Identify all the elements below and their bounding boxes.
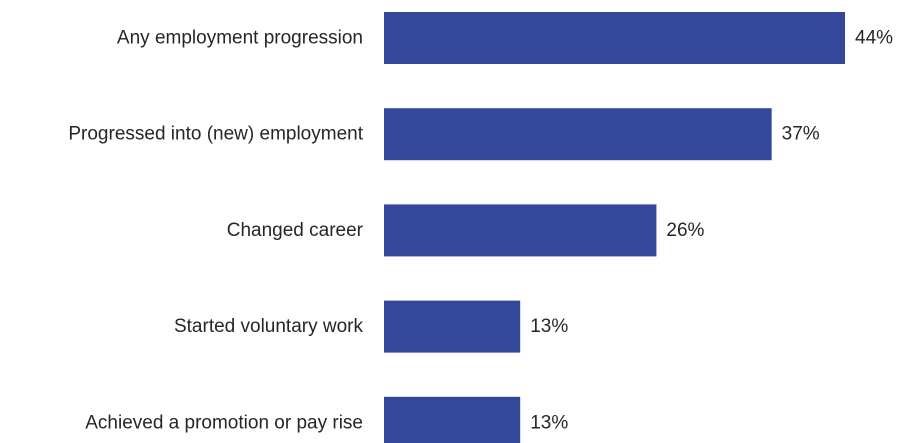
category-label-1: Progressed into (new) employment <box>68 124 363 145</box>
bars-group <box>384 12 845 443</box>
value-label-1: 37% <box>782 124 820 145</box>
category-label-2: Changed career <box>227 220 364 241</box>
category-label-0: Any employment progression <box>117 28 363 49</box>
value-labels-group: 44% 37% 26% 13% 13% <box>530 28 893 434</box>
category-label-4: Achieved a promotion or pay rise <box>85 412 363 433</box>
category-label-3: Started voluntary work <box>174 316 364 337</box>
bar-2 <box>384 204 657 257</box>
category-labels-group: Any employment progression Progressed int… <box>68 28 363 434</box>
value-label-2: 26% <box>666 220 704 241</box>
bar-3 <box>384 300 521 353</box>
bar-1 <box>384 108 772 161</box>
bar-0 <box>384 12 845 64</box>
value-label-3: 13% <box>530 316 568 337</box>
value-label-0: 44% <box>855 28 893 49</box>
value-label-4: 13% <box>530 412 568 433</box>
bar-4 <box>384 396 521 443</box>
